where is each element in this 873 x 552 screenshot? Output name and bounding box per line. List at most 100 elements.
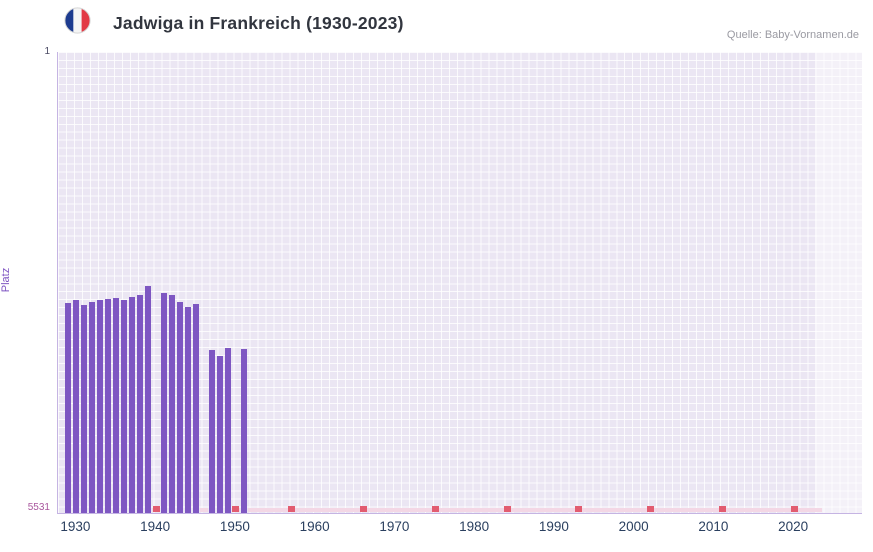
unranked-year-marker[interactable] [263,508,272,512]
unranked-year-marker[interactable] [447,508,456,512]
decade-marker[interactable] [575,506,583,512]
decade-marker[interactable] [431,506,439,512]
decade-marker[interactable] [359,506,367,512]
unranked-year-marker[interactable] [702,508,711,512]
unranked-year-marker[interactable] [606,508,615,512]
unranked-year-marker[interactable] [367,508,376,512]
unranked-year-marker[interactable] [407,508,416,512]
unranked-year-marker[interactable] [455,508,464,512]
rank-bar-1947[interactable] [208,349,215,513]
unranked-year-marker[interactable] [271,508,280,512]
plot-area[interactable] [57,52,862,514]
x-tick-label-1970: 1970 [379,519,410,534]
unranked-year-marker[interactable] [798,508,807,512]
rank-bar-1944[interactable] [185,306,191,513]
unranked-year-marker[interactable] [295,508,304,512]
unranked-year-marker[interactable] [670,508,679,512]
rank-bar-1931[interactable] [81,304,88,513]
decade-marker[interactable] [232,506,240,512]
unranked-year-marker[interactable] [550,508,559,512]
unranked-year-marker[interactable] [335,508,344,512]
unranked-year-marker[interactable] [566,508,575,512]
unranked-year-marker[interactable] [638,508,647,512]
unranked-year-marker[interactable] [439,508,448,512]
rank-bar-1935[interactable] [113,298,120,513]
unranked-year-marker[interactable] [622,508,631,512]
unranked-year-marker[interactable] [582,508,591,512]
rank-bar-1943[interactable] [177,302,184,513]
unranked-year-marker[interactable] [558,508,567,512]
unranked-year-marker[interactable] [614,508,623,512]
rank-bar-1939[interactable] [145,285,152,513]
unranked-year-marker[interactable] [694,508,703,512]
unranked-year-marker[interactable] [598,508,607,512]
unranked-year-marker[interactable] [782,508,791,512]
unranked-year-marker[interactable] [726,508,735,512]
unranked-year-marker[interactable] [247,508,256,512]
unranked-year-marker[interactable] [758,508,767,512]
decade-marker[interactable] [288,506,296,512]
decade-marker[interactable] [718,506,726,512]
unranked-year-marker[interactable] [375,508,384,512]
unranked-year-marker[interactable] [542,508,551,512]
unranked-year-marker[interactable] [487,508,496,512]
decade-marker[interactable] [152,506,160,512]
x-tick-label-2010: 2010 [698,519,729,534]
rank-bar-1936[interactable] [121,299,128,513]
unranked-year-marker[interactable] [678,508,687,512]
rank-bar-1937[interactable] [129,297,136,513]
rank-bar-1933[interactable] [97,300,104,513]
unranked-year-marker[interactable] [415,508,424,512]
decade-marker[interactable] [647,506,655,512]
decade-marker[interactable] [503,506,511,512]
unranked-year-marker[interactable] [630,508,639,512]
unranked-year-marker[interactable] [479,508,488,512]
unranked-year-marker[interactable] [519,508,527,512]
unranked-year-marker[interactable] [423,508,432,512]
unranked-year-marker[interactable] [303,508,312,512]
unranked-year-marker[interactable] [255,508,264,512]
rank-bar-1951[interactable] [240,348,247,513]
rank-bar-1938[interactable] [137,294,144,513]
unranked-year-marker[interactable] [399,508,408,512]
x-tick-label-1960: 1960 [299,519,330,534]
rank-bar-1949[interactable] [224,348,231,513]
unranked-year-marker[interactable] [742,508,751,512]
unranked-year-marker[interactable] [590,508,599,512]
unranked-year-marker[interactable] [654,508,663,512]
rank-bar-1948[interactable] [216,356,223,513]
unranked-year-marker[interactable] [734,508,743,512]
rank-bar-1934[interactable] [105,298,112,513]
unranked-year-marker[interactable] [686,508,695,512]
unranked-year-marker[interactable] [279,508,288,512]
unranked-year-marker[interactable] [534,508,543,512]
y-tick-max-rank: 1 [44,46,50,57]
rank-bar-1945[interactable] [192,304,199,513]
unranked-year-marker[interactable] [199,508,208,512]
unranked-year-marker[interactable] [471,508,480,512]
rank-bar-1932[interactable] [89,302,96,513]
unranked-year-marker[interactable] [806,508,815,512]
unranked-year-marker[interactable] [662,508,671,512]
unranked-year-marker[interactable] [319,508,328,512]
unranked-year-marker[interactable] [766,508,775,512]
unranked-year-marker[interactable] [391,508,400,512]
unranked-year-marker[interactable] [311,508,320,512]
unranked-year-marker[interactable] [495,508,504,512]
unranked-year-marker[interactable] [383,508,392,512]
unranked-year-marker[interactable] [750,508,759,512]
unranked-year-marker[interactable] [814,508,823,512]
unranked-year-marker[interactable] [351,508,360,512]
unranked-year-marker[interactable] [710,508,719,512]
rank-bar-1929[interactable] [65,302,72,513]
rank-bar-1930[interactable] [73,299,80,513]
rank-bar-1942[interactable] [169,295,176,513]
unranked-year-marker[interactable] [774,508,783,512]
unranked-year-marker[interactable] [343,508,352,512]
unranked-year-marker[interactable] [526,508,535,512]
unranked-year-marker[interactable] [327,508,336,512]
rank-bar-1941[interactable] [161,292,168,513]
unranked-year-marker[interactable] [463,508,472,512]
decade-marker[interactable] [790,506,798,512]
unranked-year-marker[interactable] [511,508,520,512]
